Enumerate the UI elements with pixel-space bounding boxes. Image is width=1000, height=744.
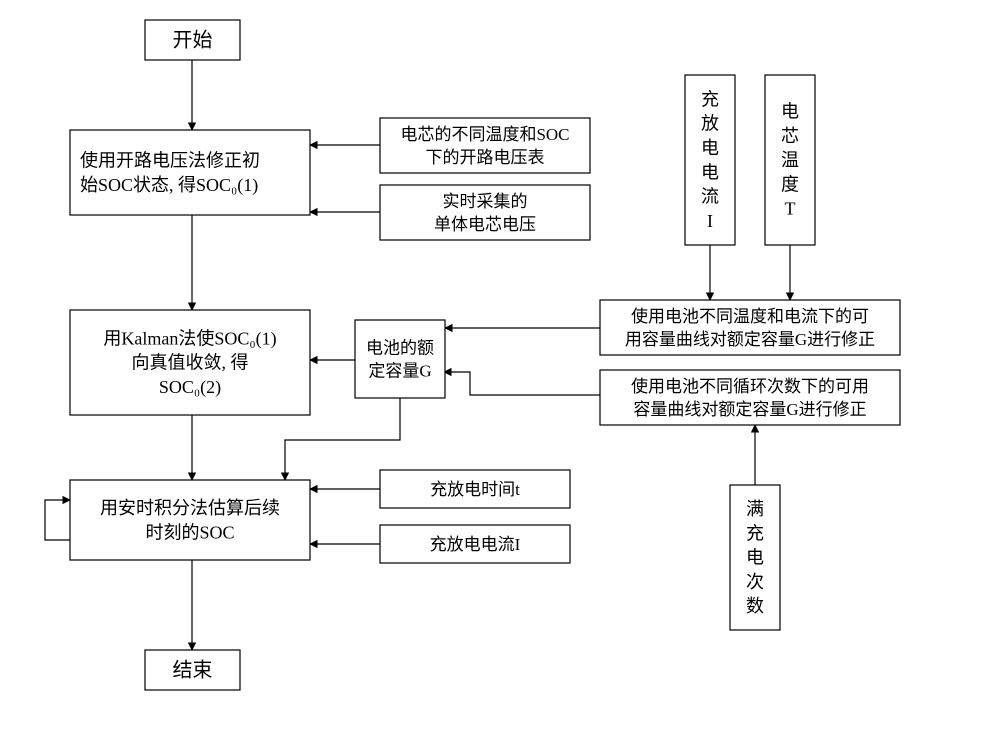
label-ocv_table-1: 下的开路电压表: [426, 148, 545, 167]
label-temp_t-3: 度: [781, 174, 799, 194]
label-current_i-0: 充: [701, 89, 719, 109]
node-start: 开始: [145, 20, 240, 60]
label-current_i-3: 电: [701, 162, 719, 182]
label-kalman-1: 向真值收敛, 得: [132, 353, 249, 373]
node-time_t: 充放电时间t: [380, 470, 570, 508]
label-capacity_g-1: 定容量G: [368, 361, 431, 380]
label-cap_correct2-0: 使用电池不同循环次数下的可用: [631, 376, 869, 396]
node-temp_t: 电芯温度T: [765, 75, 815, 245]
node-full_charge: 满充电次数: [730, 485, 780, 630]
label-ocv_table-0: 电芯的不同温度和SOC: [400, 125, 569, 144]
node-ocv_step: 使用开路电压法修正初始SOC状态, 得SOC₀(1): [70, 130, 310, 215]
node-cap_correct2: 使用电池不同循环次数下的可用容量曲线对额定容量G进行修正: [600, 370, 900, 425]
box-capacity_g: [355, 320, 445, 398]
edge-cap_correct2-to-capacity_g: [444, 372, 600, 395]
label-ocv_step-1: 始SOC状态, 得SOC₀(1): [80, 175, 258, 196]
node-ocv_table: 电芯的不同温度和SOC 下的开路电压表: [380, 118, 590, 173]
label-current_i2-0: 充放电电流I: [430, 535, 521, 554]
label-ocv_step-0: 使用开路电压法修正初: [80, 150, 260, 170]
node-current_i: 充放电电流I: [685, 75, 735, 245]
label-full_charge-4: 数: [746, 596, 764, 616]
label-full_charge-1: 充: [746, 523, 764, 543]
node-cap_correct1: 使用电池不同温度和电流下的可用容量曲线对额定容量G进行修正: [600, 300, 900, 355]
node-capacity_g: 电池的额定容量G: [355, 320, 445, 398]
label-full_charge-2: 电: [746, 548, 764, 568]
label-end-0: 结束: [173, 659, 213, 682]
node-ah_integral: 用安时积分法估算后续时刻的SOC: [70, 480, 310, 560]
node-kalman: 用Kalman法使SOC₀(1) 向真值收敛, 得 SOC₀(2): [70, 310, 310, 415]
label-kalman-0: 用Kalman法使SOC₀(1): [103, 328, 276, 349]
label-capacity_g-0: 电池的额: [366, 338, 434, 357]
label-ah_integral-1: 时刻的SOC: [145, 522, 234, 542]
label-cap_correct1-0: 使用电池不同温度和电流下的可: [631, 306, 869, 326]
label-current_i-5: I: [707, 211, 713, 231]
box-ocv_step: [70, 130, 310, 215]
node-current_i2: 充放电电流I: [380, 525, 570, 563]
label-current_i-1: 放: [701, 114, 719, 134]
label-cap_correct2-1: 容量曲线对额定容量G进行修正: [633, 400, 866, 419]
label-rt_voltage-1: 单体电芯电压: [434, 215, 536, 234]
label-full_charge-0: 满: [746, 499, 764, 519]
label-kalman-2: SOC₀(2): [159, 377, 221, 398]
label-rt_voltage-0: 实时采集的: [443, 192, 528, 211]
label-full_charge-3: 次: [746, 572, 764, 592]
label-temp_t-0: 电: [781, 102, 799, 122]
node-rt_voltage: 实时采集的单体电芯电压: [380, 185, 590, 240]
label-current_i-2: 电: [701, 138, 719, 158]
label-cap_correct1-1: 用容量曲线对额定容量G进行修正: [625, 330, 875, 349]
label-temp_t-4: T: [785, 199, 796, 219]
edge-ah_integral-to-ah_integral: [45, 500, 70, 540]
label-time_t-0: 充放电时间t: [430, 480, 520, 499]
node-end: 结束: [145, 650, 240, 690]
label-temp_t-1: 芯: [781, 126, 799, 146]
box-ah_integral: [70, 480, 310, 560]
label-start-0: 开始: [173, 29, 213, 52]
label-ah_integral-0: 用安时积分法估算后续: [100, 498, 280, 518]
label-temp_t-2: 温: [781, 150, 799, 170]
label-current_i-4: 流: [701, 187, 719, 207]
